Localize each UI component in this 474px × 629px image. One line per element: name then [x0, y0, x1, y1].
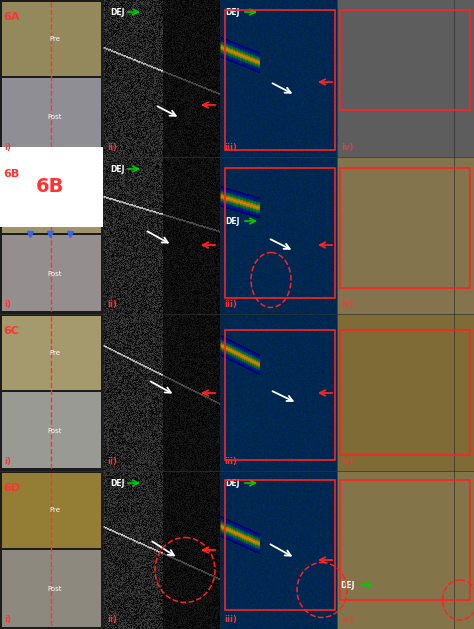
Bar: [2, 392, 101, 468]
Bar: [337, 157, 474, 314]
Text: i): i): [4, 457, 11, 466]
Bar: [340, 330, 470, 455]
Bar: [2, 550, 101, 627]
Bar: [2, 159, 101, 233]
Bar: [337, 0, 474, 157]
Text: i): i): [4, 300, 11, 309]
Bar: [225, 10, 335, 150]
Text: 6D: 6D: [3, 483, 20, 493]
Bar: [103, 0, 220, 157]
Bar: [0, 471, 103, 629]
Text: ii): ii): [107, 300, 117, 309]
Bar: [0, 314, 103, 471]
Text: 6B: 6B: [36, 177, 64, 196]
Bar: [2, 316, 101, 390]
Bar: [2, 78, 101, 154]
Bar: [2, 235, 101, 311]
Bar: [103, 157, 220, 314]
Bar: [220, 157, 337, 314]
Bar: [0, 0, 103, 157]
Text: ii): ii): [107, 457, 117, 466]
Text: iii): iii): [224, 143, 237, 152]
Text: ii): ii): [107, 143, 117, 152]
Text: Post: Post: [48, 428, 62, 434]
Text: DEJ: DEJ: [110, 8, 125, 17]
Text: Pre: Pre: [49, 36, 61, 42]
Bar: [337, 314, 474, 471]
Text: iv): iv): [341, 300, 354, 309]
Text: DEJ: DEJ: [110, 165, 125, 174]
Bar: [225, 168, 335, 298]
Text: i): i): [4, 143, 11, 152]
Bar: [337, 471, 474, 629]
Text: iii): iii): [224, 457, 237, 466]
Bar: [2, 473, 101, 548]
Text: iii): iii): [224, 300, 237, 309]
Text: Post: Post: [48, 586, 62, 592]
Text: DEJ: DEJ: [225, 479, 239, 488]
Text: 6B: 6B: [3, 169, 19, 179]
Bar: [337, 157, 474, 314]
Bar: [220, 314, 337, 471]
Bar: [0, 157, 103, 314]
Text: Post: Post: [48, 114, 62, 120]
Text: iv): iv): [341, 143, 354, 152]
Text: DEJ: DEJ: [225, 217, 239, 226]
Text: DEJ: DEJ: [225, 8, 239, 17]
Bar: [2, 2, 101, 76]
Text: iv): iv): [341, 457, 354, 466]
Bar: [103, 314, 220, 471]
Text: 6A: 6A: [3, 12, 19, 22]
Text: DEJ: DEJ: [340, 581, 355, 590]
Text: ii): ii): [107, 615, 117, 624]
Bar: [340, 10, 470, 110]
Bar: [337, 0, 474, 157]
Text: iv): iv): [341, 615, 354, 624]
Bar: [337, 314, 474, 471]
Text: DEJ: DEJ: [110, 479, 125, 488]
Bar: [220, 471, 337, 629]
Text: Pre: Pre: [49, 507, 61, 513]
Bar: [220, 0, 337, 157]
Text: i): i): [4, 615, 11, 624]
Text: iii): iii): [224, 615, 237, 624]
Text: Pre: Pre: [49, 193, 61, 199]
Bar: [103, 471, 220, 629]
Text: Pre: Pre: [49, 350, 61, 356]
Bar: [337, 471, 474, 629]
Bar: [0, 147, 103, 227]
Bar: [340, 480, 470, 600]
Bar: [225, 480, 335, 610]
Text: 6C: 6C: [3, 326, 19, 336]
Text: Post: Post: [48, 271, 62, 277]
Bar: [225, 330, 335, 460]
Bar: [340, 168, 470, 288]
